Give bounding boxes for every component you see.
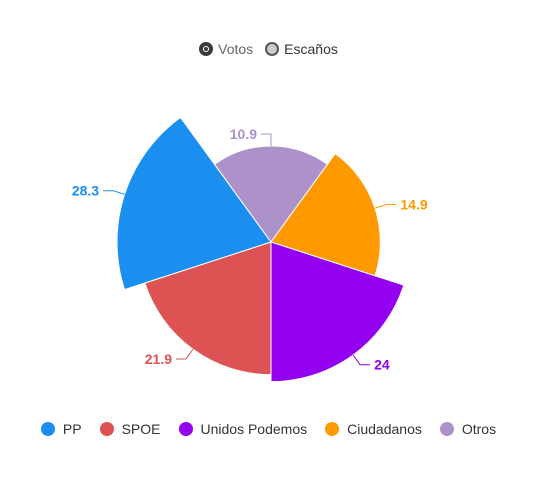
pie-slice-otros[interactable] bbox=[213, 145, 329, 243]
legend-label-spoe: SPOE bbox=[121, 421, 161, 437]
legend-swatch-otros bbox=[439, 422, 454, 436]
escanos-label: Escaños bbox=[284, 41, 338, 57]
view-toggle: Votos Escaños bbox=[0, 38, 537, 60]
votos-label: Votos bbox=[218, 41, 254, 57]
legend-label-ciudadanos: Ciudadanos bbox=[347, 421, 422, 437]
connector-ciudadanos bbox=[374, 204, 397, 209]
legend-label-otros: Otros bbox=[461, 421, 497, 437]
chart-legend: PP SPOE Unidos Podemos Ciudadanos Otros bbox=[0, 419, 537, 439]
legend-item-otros[interactable]: Otros bbox=[439, 421, 497, 437]
data-label-pp: 28.3 bbox=[72, 183, 99, 199]
connector-otros bbox=[261, 133, 272, 146]
pie-slice-ciudadanos[interactable] bbox=[270, 152, 381, 277]
data-label-unidos-podemos: 24 bbox=[374, 357, 390, 373]
legend-swatch-unidos-podemos bbox=[178, 422, 193, 436]
votos-radio[interactable] bbox=[199, 42, 214, 56]
legend-item-unidos-podemos[interactable]: Unidos Podemos bbox=[178, 421, 308, 437]
legend-swatch-pp bbox=[40, 422, 55, 436]
connector-spoe bbox=[176, 349, 194, 360]
legend-item-pp[interactable]: PP bbox=[40, 421, 82, 437]
data-label-spoe: 21.9 bbox=[145, 351, 172, 367]
legend-item-ciudadanos[interactable]: Ciudadanos bbox=[325, 421, 422, 437]
legend-swatch-spoe bbox=[99, 422, 114, 436]
legend-item-spoe[interactable]: SPOE bbox=[99, 421, 161, 437]
data-label-ciudadanos: 14.9 bbox=[400, 197, 427, 213]
legend-label-pp: PP bbox=[62, 421, 82, 437]
pie-slice-unidos-podemos[interactable] bbox=[270, 241, 405, 383]
connector-unidos-podemos bbox=[352, 354, 371, 366]
legend-swatch-ciudadanos bbox=[325, 422, 340, 436]
escanos-option[interactable]: Escaños bbox=[265, 41, 338, 57]
connector-pp bbox=[103, 190, 125, 195]
data-label-otros: 10.9 bbox=[230, 126, 257, 142]
pie-slice-pp[interactable] bbox=[116, 116, 272, 291]
escanos-radio[interactable] bbox=[265, 42, 280, 56]
votos-option[interactable]: Votos bbox=[199, 41, 253, 57]
legend-label-unidos-podemos: Unidos Podemos bbox=[200, 421, 308, 437]
